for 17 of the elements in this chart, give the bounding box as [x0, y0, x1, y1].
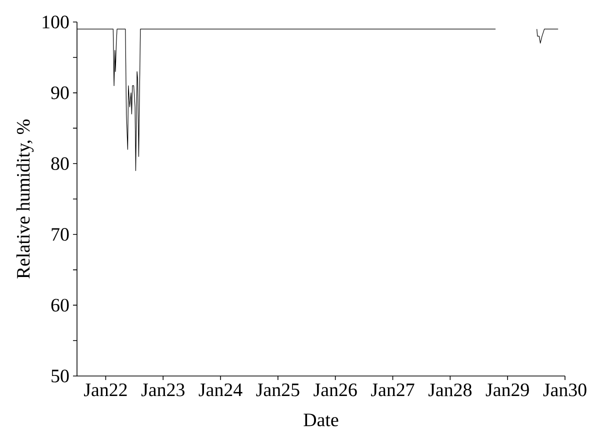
x-tick-label: Jan22	[84, 384, 127, 396]
x-tick-label: Jan27	[371, 384, 414, 396]
y-axis-title: Relative humidity, %	[16, 120, 34, 279]
y-tick-label: 100	[42, 16, 69, 28]
y-tick-label: 80	[51, 157, 69, 170]
x-tick-label: Jan25	[256, 384, 300, 396]
x-tick-label: Jan24	[198, 384, 242, 396]
x-axis-title: Date	[304, 414, 338, 426]
y-tick-label: 90	[51, 86, 69, 100]
x-tick-label: Jan28	[428, 384, 472, 396]
x-tick-label: Jan26	[314, 384, 357, 396]
y-tick-label: 60	[51, 298, 69, 312]
y-tick-label: 50	[52, 370, 69, 382]
y-tick-label: 70	[52, 228, 69, 241]
x-tick-label: Jan23	[141, 384, 184, 396]
x-tick-label: Jan30	[543, 384, 586, 396]
x-tick-label: Jan29	[486, 384, 529, 396]
